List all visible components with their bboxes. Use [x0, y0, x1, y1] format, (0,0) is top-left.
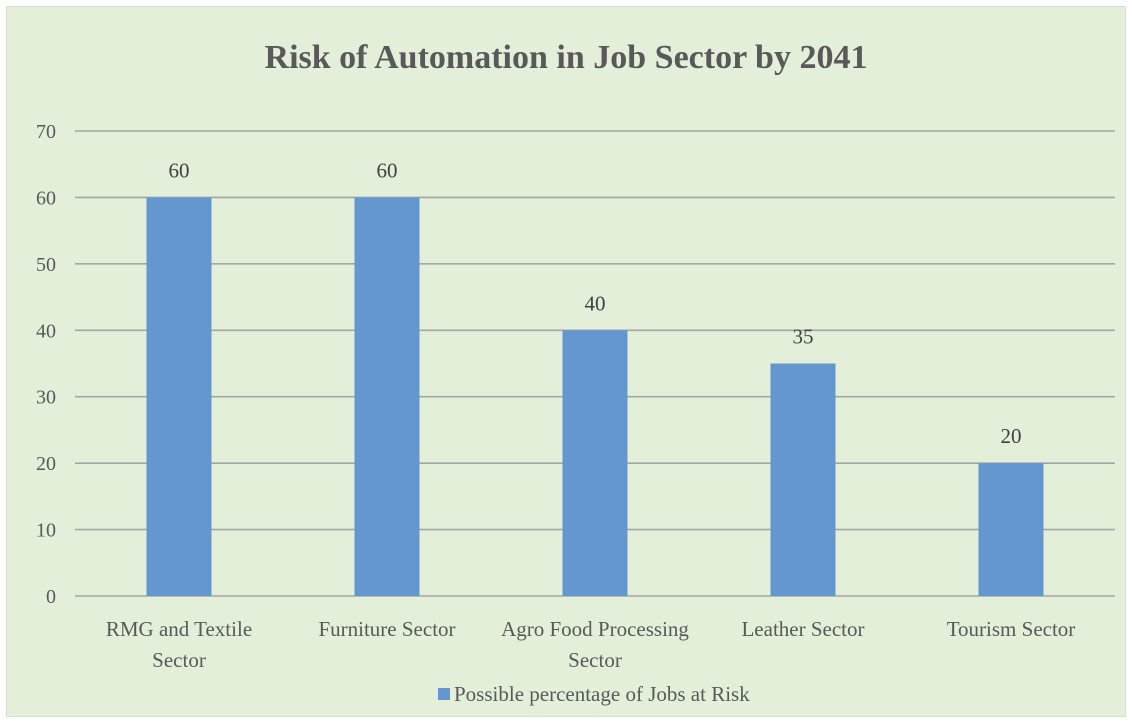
category-labels: RMG and Textile Sector Furniture Sector Agr… — [106, 617, 1075, 672]
data-label: 60 — [377, 158, 398, 182]
category-label: Leather Sector — [741, 617, 864, 641]
data-label: 35 — [793, 325, 814, 349]
y-tick-label: 70 — [36, 121, 56, 143]
category-label: Tourism Sector — [947, 617, 1076, 641]
category-label: Agro Food Processing — [501, 617, 689, 641]
bars — [146, 197, 1044, 596]
bar — [562, 330, 628, 596]
legend-label: Possible percentage of Jobs at Risk — [454, 682, 750, 706]
y-tick-label: 0 — [46, 586, 56, 608]
bar — [770, 363, 836, 596]
data-label: 40 — [585, 291, 606, 315]
data-labels: 60 60 40 35 20 — [169, 158, 1022, 448]
legend: Possible percentage of Jobs at Risk — [438, 682, 750, 706]
y-tick-label: 50 — [36, 254, 56, 276]
y-tick-label: 20 — [36, 453, 56, 475]
category-label: Furniture Sector — [318, 617, 455, 641]
y-tick-label: 10 — [36, 520, 56, 542]
y-tick-label: 40 — [36, 320, 56, 342]
bar — [978, 463, 1044, 596]
y-tick-label: 60 — [36, 187, 56, 209]
legend-swatch — [438, 688, 450, 700]
data-label: 60 — [169, 158, 190, 182]
category-label: RMG and Textile — [106, 617, 252, 641]
chart-title: Risk of Automation in Job Sector by 2041 — [265, 39, 868, 76]
bar — [354, 197, 420, 596]
category-label: Sector — [152, 648, 206, 672]
bar — [146, 197, 212, 596]
y-axis-tick-labels: 0 10 20 30 40 50 60 70 — [36, 121, 56, 608]
category-label: Sector — [568, 648, 622, 672]
y-tick-label: 30 — [36, 387, 56, 409]
data-label: 20 — [1001, 424, 1022, 448]
